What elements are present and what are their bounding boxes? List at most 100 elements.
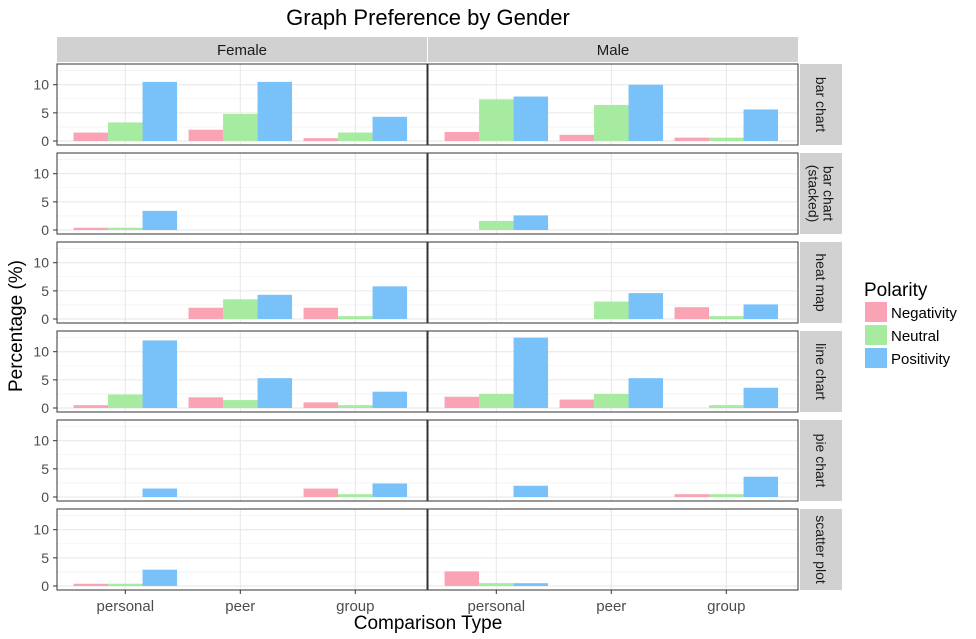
legend-label: Neutral [891, 328, 939, 345]
bar-female-line-peer-positivity [258, 378, 293, 408]
row-strip-label-group: bar chart [813, 77, 829, 132]
bar-male-line-peer-negativity [560, 400, 595, 408]
bar-male-bar-group-positivity [744, 109, 779, 141]
bar-female-pie-personal-positivity [143, 489, 178, 497]
y-tick-label: 10 [33, 344, 49, 360]
col-strip-label: Male [597, 42, 630, 59]
row-strip-label: scatter plot [813, 515, 829, 584]
panel-background [428, 509, 798, 590]
bar-male-pie-group-neutral [709, 494, 744, 497]
col-strip-label: Female [217, 42, 267, 59]
y-tick-label: 0 [41, 222, 49, 238]
row-strip-label: bar chart [821, 166, 837, 221]
legend-swatch-neutral [865, 325, 887, 345]
y-tick-label: 0 [41, 133, 49, 149]
bar-female-line-personal-positivity [143, 340, 178, 408]
row-strip-label: bar chart [813, 77, 829, 132]
bar-male-line-group-positivity [744, 388, 779, 408]
bar-female-bar-group-neutral [338, 133, 373, 141]
bar-female-heat-peer-positivity [258, 295, 293, 319]
bar-female-scatter-personal-positivity [143, 570, 178, 586]
bar-female-heat-group-neutral [338, 316, 373, 319]
bar-male-stacked-personal-positivity [514, 215, 549, 230]
bar-male-heat-group-positivity [744, 304, 779, 319]
bar-female-pie-group-positivity [373, 483, 408, 497]
bar-male-line-group-neutral [709, 405, 744, 408]
bar-male-pie-personal-positivity [514, 486, 549, 497]
bar-male-bar-group-neutral [709, 138, 744, 141]
bar-female-pie-group-neutral [338, 494, 373, 497]
bar-male-stacked-personal-neutral [479, 221, 514, 230]
y-tick-label: 0 [41, 311, 49, 327]
row-strip-label-group: scatter plot [813, 515, 829, 584]
y-tick-label: 10 [33, 522, 49, 538]
row-strip-label-group: line chart [813, 343, 829, 400]
bar-male-pie-group-positivity [744, 477, 779, 497]
panel-background [428, 420, 798, 501]
bar-male-heat-group-neutral [709, 316, 744, 319]
row-strip-label: pie chart [813, 434, 829, 488]
bar-female-line-peer-negativity [189, 397, 224, 408]
bar-female-line-peer-neutral [223, 400, 257, 408]
legend-label: Negativity [891, 305, 957, 322]
bar-male-line-personal-positivity [514, 338, 549, 408]
row-strip-label-group: pie chart [813, 434, 829, 488]
bar-female-heat-peer-negativity [189, 308, 224, 319]
bar-female-line-group-positivity [373, 392, 408, 408]
x-tick-label: group [707, 598, 745, 615]
y-tick-label: 0 [41, 400, 49, 416]
bar-female-pie-group-negativity [304, 489, 339, 497]
y-axis-label: Percentage (%) [6, 260, 27, 392]
bar-male-bar-group-negativity [675, 138, 710, 141]
bar-male-line-peer-positivity [629, 378, 664, 408]
bar-male-scatter-personal-positivity [514, 583, 549, 586]
bar-female-stacked-personal-neutral [108, 228, 143, 230]
bar-male-heat-peer-neutral [594, 302, 629, 319]
x-tick-label: personal [468, 598, 526, 615]
y-tick-label: 10 [33, 255, 49, 271]
legend-title: Polarity [864, 280, 928, 301]
y-tick-label: 0 [41, 578, 49, 594]
x-tick-label: group [336, 598, 374, 615]
y-tick-label: 0 [41, 489, 49, 505]
bar-female-line-group-negativity [304, 402, 339, 408]
panel-background [57, 509, 427, 590]
y-tick-label: 10 [33, 166, 49, 182]
y-tick-label: 5 [41, 372, 49, 388]
legend-swatch-negativity [865, 302, 887, 322]
row-strip-label: (stacked) [806, 165, 822, 223]
bar-female-bar-personal-negativity [74, 133, 109, 141]
bar-female-bar-group-negativity [304, 138, 339, 141]
y-tick-label: 5 [41, 550, 49, 566]
bar-female-bar-personal-positivity [143, 82, 178, 141]
legend-entries: NegativityNeutralPositivity [865, 302, 957, 368]
legend-swatch-positivity [865, 348, 887, 368]
row-strip-label-group: heat map [813, 253, 829, 312]
bar-female-heat-group-negativity [304, 308, 339, 319]
bar-female-scatter-personal-negativity [74, 584, 109, 586]
bar-female-line-personal-neutral [108, 394, 143, 408]
bar-female-heat-peer-neutral [223, 299, 257, 319]
bar-female-bar-peer-negativity [189, 130, 224, 141]
bar-male-scatter-personal-neutral [479, 583, 514, 586]
y-tick-label: 10 [33, 77, 49, 93]
y-tick-label: 5 [41, 105, 49, 121]
bar-male-line-personal-neutral [479, 394, 514, 408]
bar-male-pie-group-negativity [675, 494, 710, 497]
y-tick-label: 5 [41, 461, 49, 477]
bar-male-bar-personal-positivity [514, 97, 549, 141]
y-tick-label: 10 [33, 433, 49, 449]
bar-male-heat-peer-positivity [629, 293, 664, 319]
y-tick-label: 5 [41, 283, 49, 299]
bar-male-scatter-personal-negativity [445, 571, 480, 586]
y-tick-label: 5 [41, 194, 49, 210]
row-strip-label: line chart [813, 343, 829, 400]
bar-female-scatter-personal-neutral [108, 584, 143, 586]
x-tick-label: peer [225, 598, 255, 615]
panel-background [57, 420, 427, 501]
x-tick-label: personal [97, 598, 155, 615]
bar-female-bar-personal-neutral [108, 122, 143, 141]
chart-title: Graph Preference by Gender [286, 5, 570, 30]
